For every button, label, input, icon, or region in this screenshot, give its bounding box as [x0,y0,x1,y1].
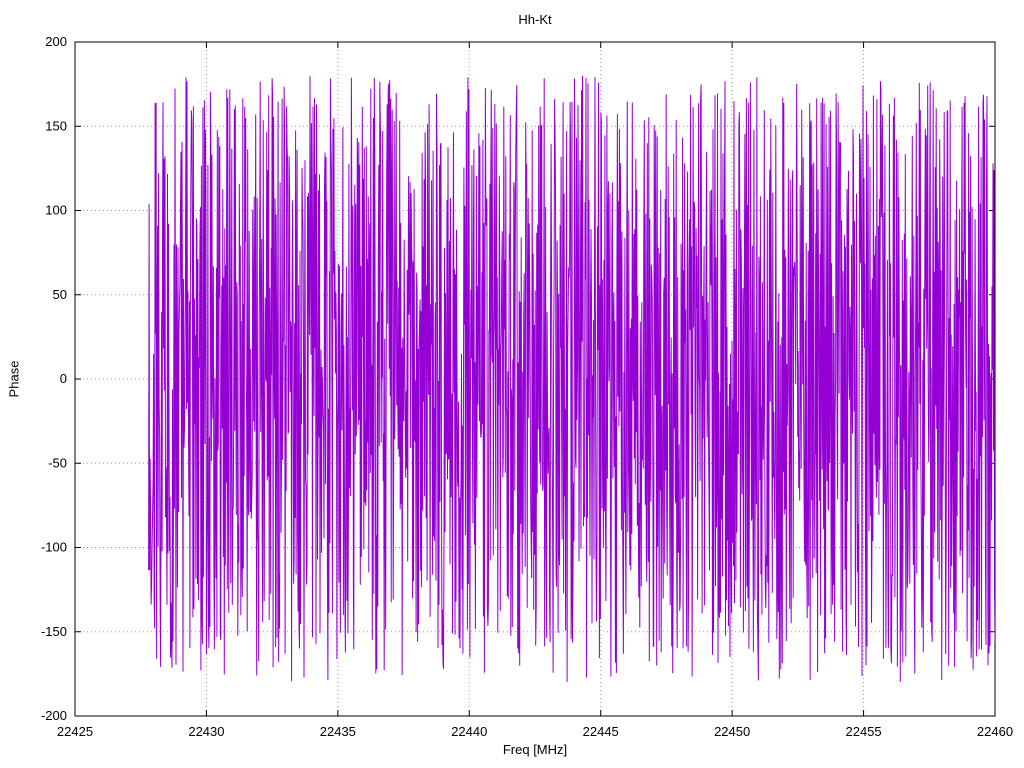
tick-label-y-150: 150 [45,118,67,133]
phase-trace-0 [148,75,995,683]
tick-label-x-22435: 22435 [320,724,356,739]
tick-label-x-22455: 22455 [845,724,881,739]
tick-label-x-22460: 22460 [977,724,1013,739]
tick-label-x-22445: 22445 [583,724,619,739]
tick-label-x-22450: 22450 [714,724,750,739]
tick-label-y--150: -150 [41,624,67,639]
tick-label-y-50: 50 [53,287,67,302]
tick-label-y--50: -50 [48,455,67,470]
plot-border [74,41,996,717]
x-axis-label: Freq [MHz] [502,742,568,757]
tick-label-y-0: 0 [60,371,67,386]
tick-label-x-22425: 22425 [57,724,93,739]
tick-label-x-22430: 22430 [188,724,224,739]
tick-label-y--100: -100 [41,540,67,555]
tick-label-y-100: 100 [45,203,67,218]
tick-label-y--200: -200 [41,708,67,723]
tick-label-x-22440: 22440 [451,724,487,739]
tick-label-y-200: 200 [45,34,67,49]
chart-title: Hh-Kt [518,12,552,27]
